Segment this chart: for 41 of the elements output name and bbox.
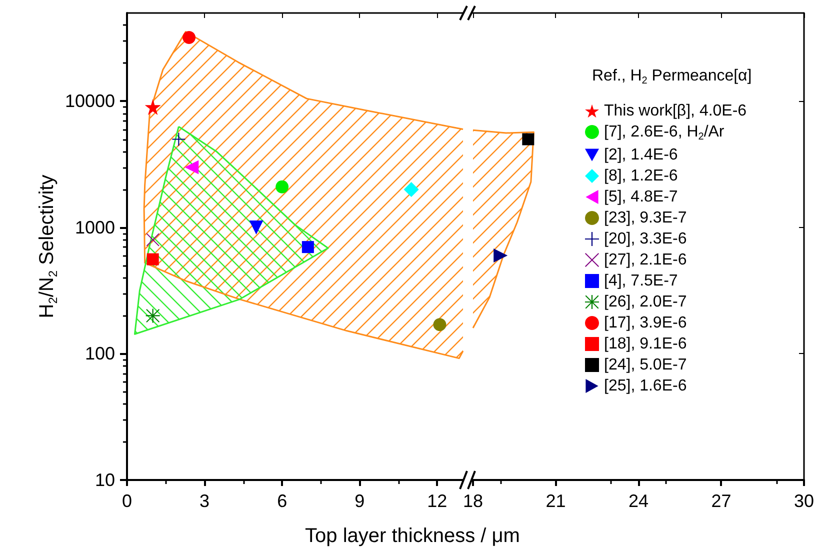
legend-label: [27], 2.1E-6 bbox=[604, 252, 687, 268]
point bbox=[302, 241, 314, 254]
point bbox=[404, 182, 419, 197]
point bbox=[184, 160, 199, 174]
legend-label: This work[β], 4.0E-6 bbox=[604, 102, 747, 120]
legend-label: [2], 1.4E-6 bbox=[604, 146, 678, 164]
y-tick-label: 10 bbox=[94, 470, 115, 490]
legend-label: [18], 9.1E-6 bbox=[604, 336, 687, 352]
x-tick-label: 21 bbox=[546, 491, 566, 511]
x-tick-label: 0 bbox=[122, 491, 132, 511]
legend-label: [4], 7.5E-7 bbox=[604, 272, 678, 290]
y-tick-label: 1000 bbox=[74, 217, 115, 238]
y-tick-label: 100 bbox=[84, 344, 115, 364]
legend-label: [8], 1.2E-6 bbox=[604, 168, 678, 184]
point bbox=[172, 132, 186, 146]
legend-label: [17], 3.9E-6 bbox=[604, 314, 687, 332]
point bbox=[146, 308, 160, 323]
x-tick-label: 9 bbox=[354, 491, 365, 511]
legend-label: [5], 4.8E-7 bbox=[604, 188, 678, 206]
legend-label: [23], 9.3E-7 bbox=[604, 210, 687, 226]
point bbox=[144, 99, 161, 116]
legend-label: [26], 2.0E-7 bbox=[604, 294, 687, 310]
legend-label: [24], 5.0E-7 bbox=[604, 356, 687, 374]
x-axis-title: Top layer thickness / μm bbox=[305, 525, 520, 547]
x-tick-label: 12 bbox=[427, 491, 448, 511]
point bbox=[146, 233, 160, 246]
x-tick-label: 3 bbox=[200, 491, 210, 511]
x-tick-label: 27 bbox=[711, 491, 732, 511]
point bbox=[276, 180, 289, 194]
x-tick-label: 18 bbox=[462, 491, 484, 511]
y-tick-label: 10000 bbox=[64, 91, 115, 112]
point bbox=[146, 253, 159, 266]
point bbox=[249, 220, 264, 234]
x-tick-label: 6 bbox=[277, 491, 288, 511]
point bbox=[433, 318, 446, 332]
point bbox=[182, 30, 196, 44]
x-tick-label: 30 bbox=[794, 491, 814, 511]
y-axis-title: H2/N2 Selectivity bbox=[36, 174, 60, 318]
legend-label: [20], 3.3E-6 bbox=[604, 230, 687, 248]
x-tick-label: 24 bbox=[628, 491, 649, 511]
text: [25], 1.6E-6 bbox=[604, 378, 687, 394]
